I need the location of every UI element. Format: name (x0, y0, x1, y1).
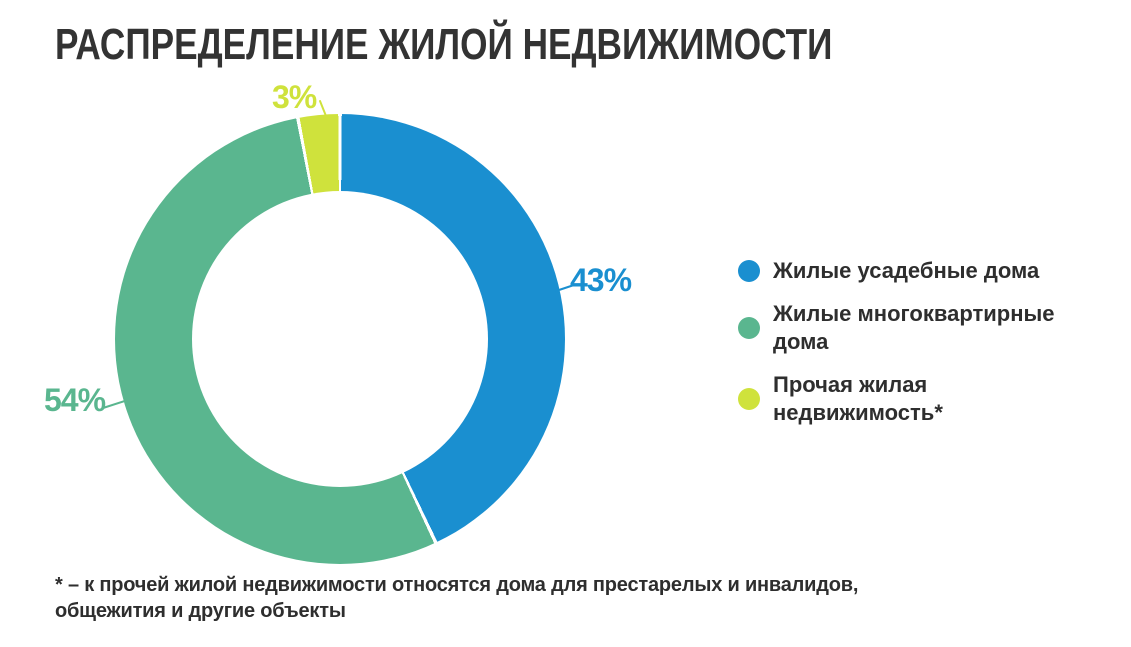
legend-dot-yellow (738, 387, 760, 410)
slice-value-label-yellow: 3% (272, 79, 317, 115)
slice-value-label-green: 54% (44, 382, 106, 418)
legend-item-prochaya: Прочая жилая недвижимость* (738, 371, 1058, 427)
slice-value-label-blue: 43% (570, 262, 632, 298)
legend: Жилые усадебные дома Жилые многоквартирн… (738, 257, 1058, 427)
footnote-line-1: * – к прочей жилой недвижимости относятс… (55, 574, 859, 596)
legend-item-mnogokvartirnye: Жилые многоквартирные дома (738, 300, 1058, 356)
legend-label-usadebnye: Жилые усадебные дома (773, 258, 1040, 283)
legend-label-prochaya: Прочая жилая недвижимость* (773, 371, 943, 425)
legend-dot-blue (738, 259, 760, 282)
legend-dot-green (738, 316, 760, 339)
chart-title: РАСПРЕДЕЛЕНИЕ ЖИЛОЙ НЕДВИЖИМОСТИ (55, 20, 833, 69)
donut-chart (115, 114, 565, 564)
footnote-line-2: общежития и другие объекты (55, 600, 346, 623)
donut-hole (192, 191, 488, 487)
legend-label-mnogokvartirnye: Жилые многоквартирные дома (773, 300, 1055, 354)
footnote: * – к прочей жилой недвижимости относятс… (55, 572, 858, 625)
legend-item-usadebnye: Жилые усадебные дома (738, 257, 1058, 285)
